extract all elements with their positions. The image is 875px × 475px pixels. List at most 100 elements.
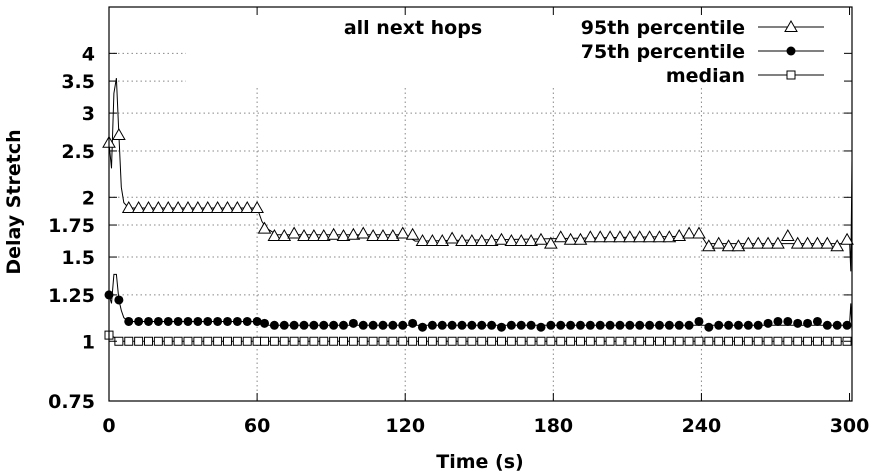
x-tick-label: 300 (830, 415, 870, 437)
data-point-75th-percentile (714, 320, 724, 330)
data-point-95th-percentile (386, 228, 400, 241)
data-point-median (585, 336, 595, 346)
data-point-95th-percentile (484, 234, 499, 247)
data-point-75th-percentile (437, 320, 447, 330)
data-point-95th-percentile (257, 221, 272, 234)
data-point-median (556, 336, 566, 346)
data-point-75th-percentile (585, 320, 595, 330)
data-point-median (635, 336, 645, 346)
legend-label-median: median (666, 65, 745, 87)
data-point-median (279, 336, 289, 346)
data-point-75th-percentile (496, 322, 506, 332)
data-point-95th-percentile (240, 200, 255, 213)
data-point-95th-percentile (356, 226, 371, 239)
data-point-75th-percentile (319, 320, 329, 330)
legend-label-95th-percentile: 95th percentile (581, 17, 745, 39)
data-point-median (319, 336, 329, 346)
legend-marker-75th-percentile (786, 46, 796, 56)
data-point-75th-percentile (615, 320, 625, 330)
data-point-95th-percentile (112, 127, 126, 140)
data-point-median (664, 336, 674, 346)
data-point-75th-percentile (487, 320, 497, 330)
data-point-median (339, 336, 349, 346)
data-point-95th-percentile (230, 200, 245, 213)
data-point-75th-percentile (704, 322, 714, 332)
series-median (104, 330, 852, 346)
data-point-median (496, 336, 506, 346)
data-point-median (398, 336, 408, 346)
data-point-75th-percentile (289, 320, 299, 330)
data-point-median (763, 336, 773, 346)
data-point-95th-percentile (761, 236, 775, 249)
data-series (102, 78, 854, 346)
data-point-95th-percentile (652, 230, 667, 243)
data-point-75th-percentile (427, 320, 437, 330)
data-point-95th-percentile (810, 236, 825, 249)
data-point-95th-percentile (672, 228, 687, 241)
data-point-75th-percentile (812, 316, 822, 326)
data-point-75th-percentile (803, 318, 813, 328)
data-point-75th-percentile (232, 316, 242, 326)
data-point-95th-percentile (613, 230, 627, 243)
data-point-95th-percentile (316, 228, 331, 241)
data-point-95th-percentile (701, 239, 716, 252)
data-point-75th-percentile (526, 320, 536, 330)
x-tick-label: 180 (533, 415, 573, 437)
data-point-95th-percentile (632, 230, 647, 243)
data-point-75th-percentile (793, 318, 803, 328)
data-point-median (516, 336, 526, 346)
data-point-75th-percentile (329, 320, 339, 330)
data-point-95th-percentile (141, 200, 156, 213)
data-point-75th-percentile (822, 320, 832, 330)
data-point-95th-percentile (751, 236, 766, 249)
data-point-median (793, 336, 803, 346)
data-point-median (427, 336, 437, 346)
data-point-95th-percentile (287, 226, 301, 239)
data-point-75th-percentile (417, 322, 427, 332)
axis-ticks: 0.75 1 1.25 1.5 1.75 2 2.5 3 3.5 4 0 60 120 180 240 300 (48, 7, 869, 437)
y-tick-label: 2 (82, 187, 95, 209)
data-point-75th-percentile (408, 318, 418, 328)
data-point-75th-percentile (203, 316, 213, 326)
data-point-95th-percentile (583, 230, 598, 243)
data-point-median (348, 336, 358, 346)
data-point-median (684, 336, 694, 346)
data-point-95th-percentile (524, 234, 538, 247)
data-point-75th-percentile (773, 316, 783, 326)
data-point-median (368, 336, 378, 346)
data-point-95th-percentile (121, 200, 136, 213)
data-point-median (173, 336, 183, 346)
data-point-median (260, 336, 270, 346)
x-axis-title: Time (s) (436, 451, 523, 473)
data-point-median (213, 336, 223, 346)
data-point-75th-percentile (252, 316, 262, 326)
data-point-75th-percentile (143, 316, 153, 326)
data-point-95th-percentile (780, 228, 795, 241)
data-point-75th-percentile (348, 318, 358, 328)
data-point-median (163, 336, 173, 346)
data-point-median (753, 336, 763, 346)
data-point-75th-percentile (339, 320, 349, 330)
legend-marker-median (786, 70, 796, 80)
data-point-95th-percentile (376, 228, 390, 241)
data-point-75th-percentile (645, 320, 655, 330)
data-point-75th-percentile (153, 316, 163, 326)
y-tick-label: 0.75 (48, 391, 95, 413)
data-point-75th-percentile (368, 320, 378, 330)
data-point-95th-percentile (771, 236, 785, 249)
data-point-median (822, 336, 832, 346)
data-point-95th-percentile (405, 227, 420, 240)
data-point-95th-percentile (721, 239, 736, 252)
data-point-median (575, 336, 585, 346)
data-point-75th-percentile (358, 320, 368, 330)
data-point-75th-percentile (173, 316, 183, 326)
data-point-75th-percentile (309, 320, 319, 330)
data-point-median (654, 336, 664, 346)
data-point-75th-percentile (242, 316, 252, 326)
data-point-median (329, 336, 339, 346)
data-point-median (674, 336, 684, 346)
data-point-95th-percentile (445, 231, 459, 244)
x-tick-label: 60 (244, 415, 270, 437)
data-point-median (546, 336, 556, 346)
